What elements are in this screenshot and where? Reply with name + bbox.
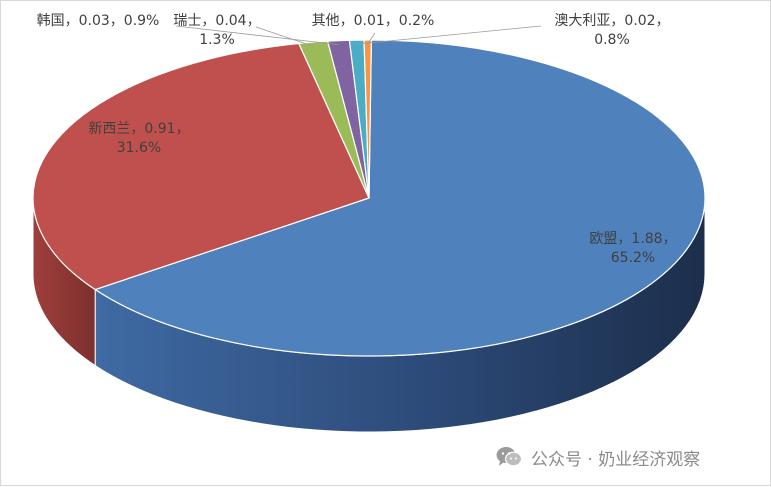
pie-slice-欧盟 [93,39,706,357]
data-label-澳大利亚: 澳大利亚，0.02， 0.8% [554,13,669,48]
pie-tops [32,39,706,357]
watermark: 公众号 · 奶业经济观察 [495,443,700,471]
leader-line-其他 [367,32,376,45]
data-label-其他: 其他，0.01，0.2% [312,13,435,29]
pie-slice-新西兰 [32,42,370,291]
pie-slice-其他 [363,39,372,199]
data-label-瑞士: 瑞士，0.04， 1.3% [173,13,260,48]
leader-lines [175,25,542,47]
leader-line-澳大利亚 [356,25,542,45]
data-label-新西兰: 新西兰，0.91， 31.6% [88,121,189,156]
watermark-text: 公众号 · 奶业经济观察 [531,449,701,470]
data-label-欧盟: 欧盟，1.88， 65.2% [589,231,676,266]
data-label-韩国: 韩国，0.03，0.9% [37,13,160,29]
data-labels: 欧盟，1.88， 65.2% 新西兰，0.91， 31.6% 瑞士，0.04， 1.3% 韩… [37,13,677,266]
leader-line-瑞士 [255,26,314,47]
leader-line-韩国 [175,25,339,46]
wechat-icon [496,447,523,467]
